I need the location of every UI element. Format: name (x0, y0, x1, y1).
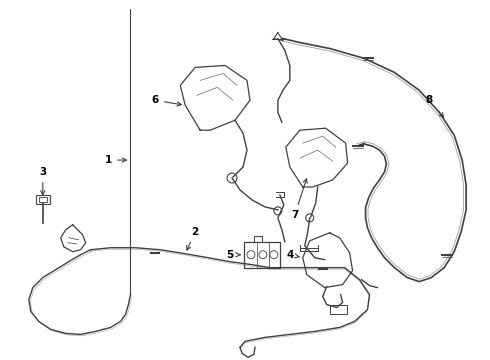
Text: 7: 7 (291, 179, 307, 220)
Text: 1: 1 (105, 155, 126, 165)
Text: 5: 5 (226, 250, 240, 260)
Text: 3: 3 (39, 167, 47, 195)
Text: 2: 2 (187, 227, 199, 250)
Text: 4: 4 (286, 250, 299, 260)
Text: 6: 6 (152, 95, 181, 106)
Text: 8: 8 (426, 95, 443, 117)
